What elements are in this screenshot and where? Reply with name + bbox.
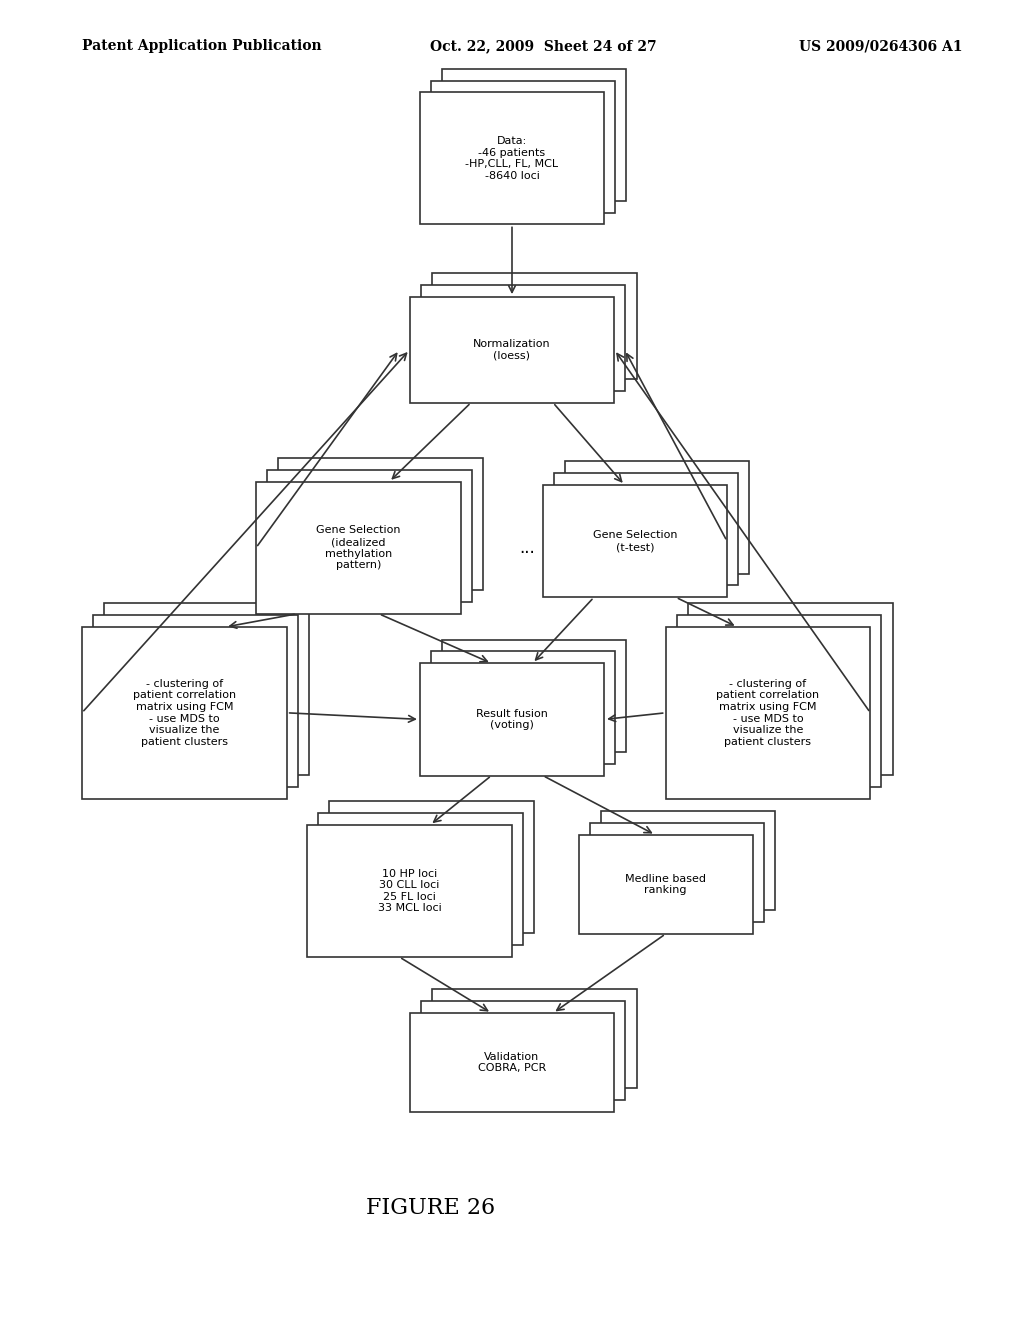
FancyBboxPatch shape [420,92,604,224]
FancyBboxPatch shape [82,627,287,799]
FancyBboxPatch shape [579,834,753,935]
Text: Result fusion
(voting): Result fusion (voting) [476,709,548,730]
FancyBboxPatch shape [256,482,461,614]
FancyBboxPatch shape [93,615,298,787]
FancyBboxPatch shape [267,470,472,602]
Text: Normalization
(loess): Normalization (loess) [473,339,551,360]
FancyBboxPatch shape [421,1001,626,1101]
FancyBboxPatch shape [279,458,483,590]
FancyBboxPatch shape [432,990,637,1088]
Text: US 2009/0264306 A1: US 2009/0264306 A1 [799,40,963,53]
FancyBboxPatch shape [330,801,535,933]
Text: Oct. 22, 2009  Sheet 24 of 27: Oct. 22, 2009 Sheet 24 of 27 [430,40,656,53]
Text: ...: ... [519,539,536,557]
FancyBboxPatch shape [431,651,615,763]
FancyBboxPatch shape [410,297,614,403]
FancyBboxPatch shape [543,486,727,597]
FancyBboxPatch shape [590,824,764,921]
Text: FIGURE 26: FIGURE 26 [366,1197,495,1218]
Text: 10 HP loci
30 CLL loci
25 FL loci
33 MCL loci: 10 HP loci 30 CLL loci 25 FL loci 33 MCL… [378,869,441,913]
FancyBboxPatch shape [688,603,893,775]
FancyBboxPatch shape [410,1014,614,1111]
FancyBboxPatch shape [104,603,309,775]
Text: Medline based
ranking: Medline based ranking [625,874,707,895]
FancyBboxPatch shape [666,627,870,799]
Text: Patent Application Publication: Patent Application Publication [82,40,322,53]
Text: Gene Selection
(idealized
methylation
pattern): Gene Selection (idealized methylation pa… [316,525,400,570]
FancyBboxPatch shape [432,273,637,379]
FancyBboxPatch shape [431,81,615,213]
FancyBboxPatch shape [442,639,627,751]
Text: - clustering of
patient correlation
matrix using FCM
- use MDS to
visualize the
: - clustering of patient correlation matr… [133,678,236,747]
FancyBboxPatch shape [420,663,604,776]
FancyBboxPatch shape [421,285,626,391]
Text: - clustering of
patient correlation
matrix using FCM
- use MDS to
visualize the
: - clustering of patient correlation matr… [717,678,819,747]
FancyBboxPatch shape [318,813,523,945]
Text: Data:
-46 patients
-HP,CLL, FL, MCL
-8640 loci: Data: -46 patients -HP,CLL, FL, MCL -864… [466,136,558,181]
Text: Gene Selection
(t-test): Gene Selection (t-test) [593,531,677,552]
Text: Validation
COBRA, PCR: Validation COBRA, PCR [478,1052,546,1073]
FancyBboxPatch shape [442,69,627,201]
FancyBboxPatch shape [677,615,882,787]
FancyBboxPatch shape [601,810,775,911]
FancyBboxPatch shape [554,474,738,586]
FancyBboxPatch shape [565,462,750,573]
FancyBboxPatch shape [307,825,512,957]
